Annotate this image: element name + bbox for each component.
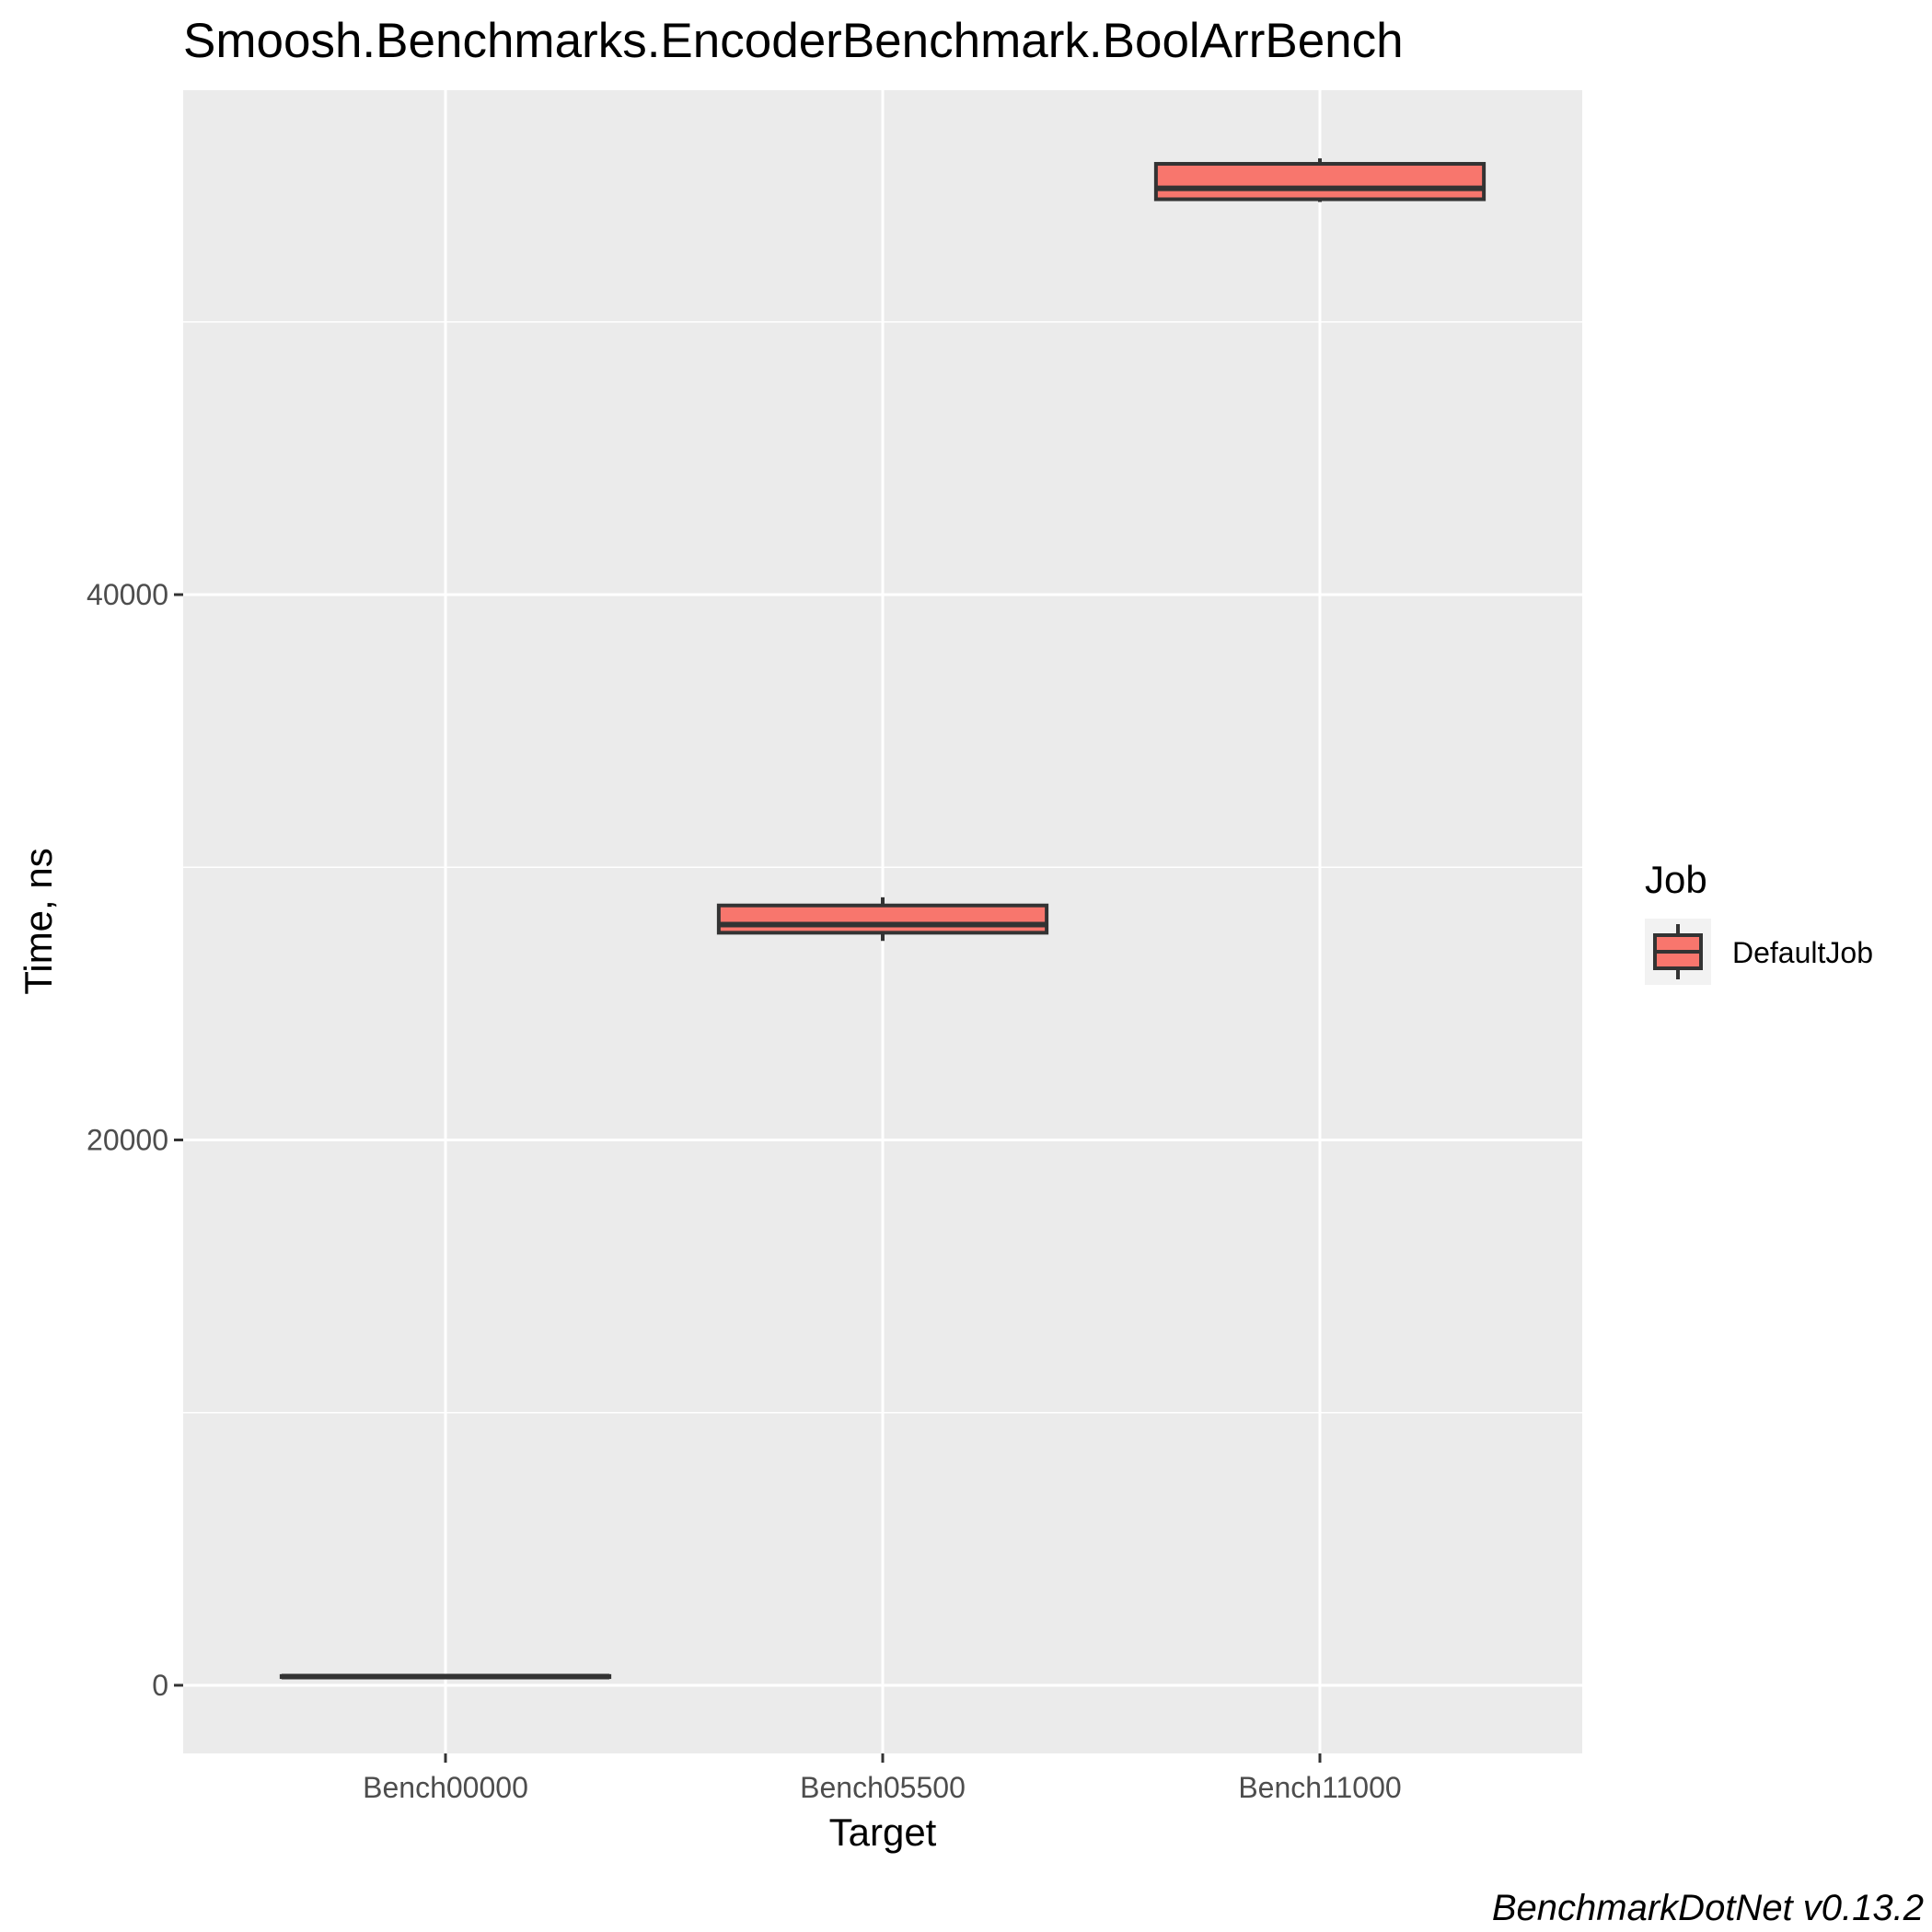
box-bench11000 [1153,158,1487,202]
y-tick-label: 40000 [87,578,168,611]
box-iqr [1153,161,1487,202]
legend-title: Job [1645,858,1707,901]
y-axis-ticks: 0 20000 40000 [87,578,183,1702]
caption: BenchmarkDotNet v0.13.2 [1492,1888,1924,1928]
y-tick-label: 0 [152,1669,168,1702]
legend-label-defaultjob: DefaultJob [1732,936,1873,969]
box-bench05500 [716,897,1049,942]
box-bench00000 [279,1673,612,1680]
x-axis-title: Target [829,1811,937,1854]
x-tick-label: Bench11000 [1238,1771,1401,1804]
y-tick-label: 20000 [87,1123,168,1156]
boxplot-series [279,158,1487,1680]
chart-title: Smoosh.Benchmarks.EncoderBenchmark.BoolA… [183,14,1404,68]
x-tick-label: Bench05500 [800,1771,966,1804]
major-gridlines [183,90,1582,1753]
legend-key-defaultjob [1645,919,1711,985]
y-axis-title: Time, ns [17,848,60,994]
legend: Job DefaultJob [1645,858,1873,985]
x-axis-ticks: Bench00000 Bench05500 Bench11000 [363,1753,1402,1804]
box-iqr [716,903,1049,935]
x-tick-label: Bench00000 [363,1771,528,1804]
